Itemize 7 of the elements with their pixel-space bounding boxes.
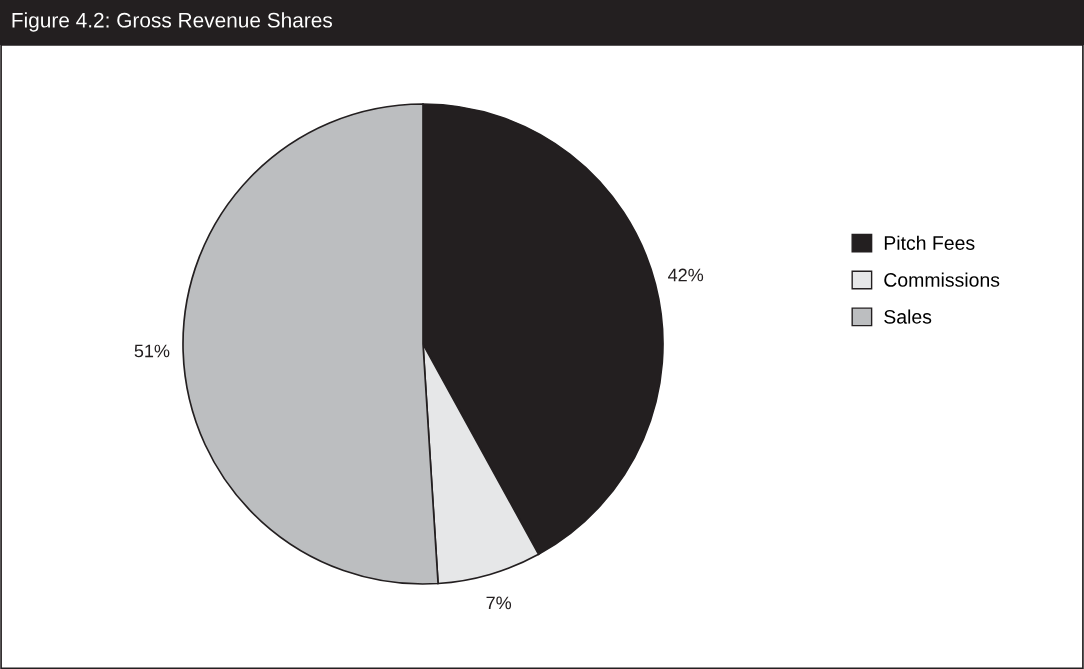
data-label: 7% (486, 596, 512, 610)
data-label: 51% (134, 344, 170, 358)
legend-label: Sales (884, 309, 932, 324)
legend-label: Pitch Fees (884, 235, 975, 250)
legend-label: Commissions (884, 272, 1000, 287)
data-label: 42% (668, 268, 704, 282)
chart-title: Figure 4.2: Gross Revenue Shares (12, 12, 333, 32)
